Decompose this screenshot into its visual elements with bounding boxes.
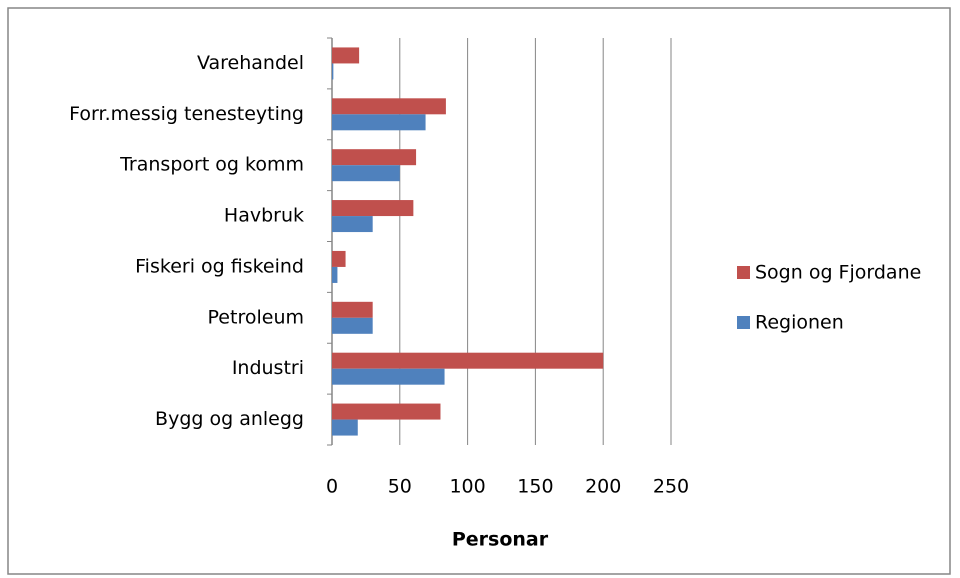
bar <box>332 368 445 385</box>
bar <box>332 63 334 80</box>
y-tick-label: Transport og komm <box>119 154 304 176</box>
x-tick-label: 200 <box>585 476 621 498</box>
bar <box>332 250 346 267</box>
legend-label: Regionen <box>755 312 844 334</box>
bar <box>332 114 426 131</box>
bar <box>332 352 604 369</box>
x-axis-title: Personar <box>452 529 549 551</box>
legend-label: Sogn og Fjordane <box>755 262 921 284</box>
y-tick-label: Industri <box>232 357 304 379</box>
chart-frame <box>7 7 951 575</box>
x-tick-label: 0 <box>326 476 338 498</box>
bar <box>332 98 446 115</box>
bar <box>332 47 360 64</box>
bar <box>332 200 414 217</box>
y-tick-label: Fiskeri og fiskeind <box>135 255 304 277</box>
y-tick-label: Varehandel <box>197 52 304 74</box>
legend-swatch <box>737 316 750 329</box>
x-tick-label: 150 <box>517 476 553 498</box>
y-tick-label: Forr.messig tenesteyting <box>69 103 304 125</box>
bar <box>332 419 358 436</box>
x-tick-label: 100 <box>449 476 485 498</box>
legend-swatch <box>737 266 750 279</box>
bar <box>332 301 373 318</box>
bar <box>332 317 373 334</box>
bar <box>332 165 400 182</box>
bar <box>332 149 417 166</box>
y-tick-label: Petroleum <box>208 306 304 328</box>
bar <box>332 216 373 233</box>
y-tick-label: Havbruk <box>224 205 304 227</box>
x-tick-label: 250 <box>653 476 689 498</box>
bar <box>332 403 441 420</box>
bar <box>332 266 338 283</box>
y-tick-label: Bygg og anlegg <box>155 408 304 430</box>
x-tick-label: 50 <box>388 476 412 498</box>
